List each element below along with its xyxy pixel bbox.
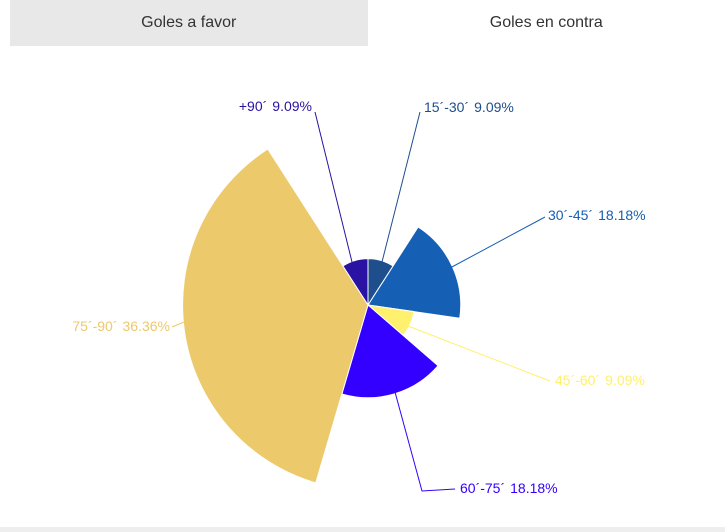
label-value: 9.09%	[605, 372, 645, 388]
tab[interactable]: Goles en contra	[367, 0, 725, 46]
label-value: 18.18%	[510, 480, 557, 496]
data-label: 15´-30´ 9.09%	[424, 99, 514, 115]
footer-bar	[0, 527, 725, 532]
tab[interactable]: Goles a favor	[10, 0, 368, 46]
label-category: 30´-45´	[548, 207, 593, 223]
leader-line	[171, 321, 185, 328]
label-category: 15´-30´	[424, 99, 469, 115]
data-label: +90´ 9.09%	[239, 98, 312, 114]
data-label: 45´-60´ 9.09%	[555, 372, 645, 388]
label-value: 36.36%	[123, 318, 170, 334]
label-value: 18.18%	[598, 207, 645, 223]
pie-slice	[182, 148, 369, 484]
label-category: 45´-60´	[555, 372, 600, 388]
pie-slice	[342, 258, 369, 307]
label-category: 75´-90´	[72, 318, 117, 334]
leader-line	[407, 325, 551, 382]
tab-bar: Goles a favor Goles en contra	[10, 0, 725, 46]
data-label: 60´-75´ 18.18%	[460, 480, 558, 496]
leader-line	[381, 111, 421, 263]
data-label: 75´-90´ 36.36%	[72, 318, 170, 334]
leader-line	[394, 391, 456, 492]
pie-slice	[341, 304, 439, 399]
label-category: 60´-75´	[460, 480, 505, 496]
label-value: 9.09%	[474, 99, 514, 115]
label-category: +90´	[239, 98, 267, 114]
leader-line	[314, 111, 353, 263]
data-label: 30´-45´ 18.18%	[548, 207, 646, 223]
leader-line	[449, 216, 546, 269]
label-value: 9.09%	[272, 98, 312, 114]
